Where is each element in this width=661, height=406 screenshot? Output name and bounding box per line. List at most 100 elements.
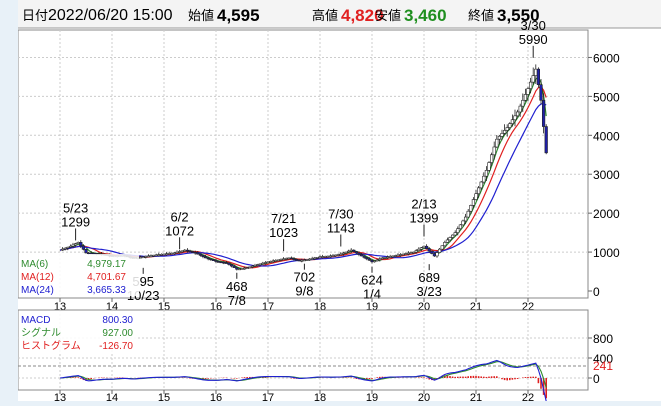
- candle-down: [367, 258, 372, 261]
- candle-up: [157, 254, 161, 256]
- candle-up: [414, 250, 418, 253]
- candle-up: [281, 258, 286, 261]
- ma-legend-value: 4,979.17: [87, 259, 126, 270]
- annotation-date: 3/30: [521, 18, 546, 33]
- candle-up: [248, 266, 252, 269]
- candle-up: [172, 252, 177, 255]
- annotation-value: 1072: [165, 223, 194, 238]
- candle-up: [141, 256, 145, 259]
- candle-up: [380, 257, 385, 260]
- macd-legend: MACD 800.30 シグナル 927.00 ヒストグラム -126.70: [19, 311, 137, 353]
- macd-lines: [59, 359, 548, 402]
- open-label: 始値: [188, 8, 214, 23]
- x-tick-label: 19: [366, 392, 378, 401]
- candle-up: [479, 181, 483, 189]
- candle-up: [287, 257, 291, 260]
- ma-legend-value: 3,665.33: [87, 285, 126, 296]
- candle-up: [63, 247, 67, 250]
- annotation-date: 2/13: [411, 197, 436, 212]
- candle-up: [256, 264, 260, 266]
- candle-up: [305, 259, 309, 261]
- candle-up: [471, 199, 476, 206]
- candle-up: [450, 234, 455, 238]
- candle-up: [279, 259, 283, 261]
- candle-up: [253, 265, 257, 267]
- date-label: 日付: [22, 8, 48, 23]
- candle-up: [534, 68, 538, 76]
- candle-up: [378, 258, 382, 261]
- candle-up: [276, 259, 281, 262]
- candle-up: [266, 261, 270, 264]
- annotation-value: 5990: [519, 32, 548, 47]
- low-value: 3,460: [404, 6, 447, 25]
- x-tick-label: 21: [470, 392, 482, 401]
- candle-down: [289, 257, 294, 260]
- candle-up: [469, 205, 473, 212]
- candle-up: [456, 228, 460, 233]
- candle-up: [422, 245, 426, 248]
- candle-up: [375, 259, 379, 262]
- candle-up: [159, 254, 164, 256]
- candle-up: [139, 256, 143, 259]
- candle-down: [87, 252, 91, 255]
- macd-x-axis: 13 14 15 16 17 18 19 20 21 22: [54, 390, 534, 404]
- candle-down: [235, 267, 239, 270]
- candle-up: [336, 254, 340, 256]
- candle-down: [292, 258, 296, 260]
- x-tick-label: 22: [522, 392, 534, 401]
- candle-up: [401, 253, 405, 256]
- price-annotations: 5/23129959510/236/210724687/87/211023702…: [61, 18, 548, 308]
- annotation-date: 9/8: [295, 284, 313, 299]
- candle-up: [482, 175, 486, 183]
- candle-up: [458, 224, 463, 230]
- y-tick-label: 6000: [593, 51, 620, 65]
- candle-down: [427, 248, 431, 252]
- annotation-value: 702: [294, 270, 316, 285]
- x-tick-label: 15: [158, 392, 170, 401]
- main-y-axis: 0 1000 2000 3000 4000 5000 6000: [588, 51, 620, 299]
- candle-up: [154, 254, 158, 257]
- candle-down: [81, 245, 85, 250]
- candle-down: [227, 262, 231, 265]
- candle-up: [250, 265, 255, 268]
- candle-up: [269, 261, 273, 263]
- candle-up: [261, 262, 265, 265]
- candle-up: [178, 251, 182, 253]
- candle-up: [318, 256, 322, 259]
- ma-legend-value: 4,701.67: [87, 272, 126, 283]
- candle-down: [359, 254, 364, 257]
- x-tick-label: 18: [314, 392, 326, 401]
- candle-up: [461, 220, 465, 226]
- candle-up: [66, 246, 70, 249]
- candle-up: [313, 257, 317, 260]
- macd-legend-name: MACD: [21, 315, 50, 326]
- candle-up: [528, 81, 533, 89]
- candle-up: [315, 257, 320, 259]
- candle-up: [170, 252, 174, 255]
- candle-up: [388, 256, 392, 258]
- candle-up: [180, 250, 184, 253]
- candle-up: [302, 259, 307, 262]
- candle-down: [209, 258, 213, 261]
- candle-down: [224, 262, 229, 264]
- candle-up: [245, 267, 249, 269]
- header-bar: [18, 0, 661, 28]
- open-value: 4,595: [217, 6, 260, 25]
- close-label: 終値: [468, 8, 494, 23]
- close-value: 3,550: [497, 6, 540, 25]
- candle-up: [513, 115, 517, 121]
- candle-up: [440, 245, 444, 250]
- candle-down: [191, 251, 195, 253]
- candle-up: [258, 263, 262, 266]
- candle-up: [409, 252, 413, 254]
- candle-down: [204, 256, 208, 259]
- candle-up: [183, 249, 187, 252]
- candle-up: [411, 251, 416, 254]
- candle-up: [489, 154, 494, 163]
- candle-down: [544, 126, 548, 154]
- candle-down: [541, 99, 546, 127]
- candle-down: [357, 252, 361, 255]
- candle-up: [152, 254, 156, 257]
- candle-up: [243, 267, 247, 270]
- candle-up: [396, 254, 400, 257]
